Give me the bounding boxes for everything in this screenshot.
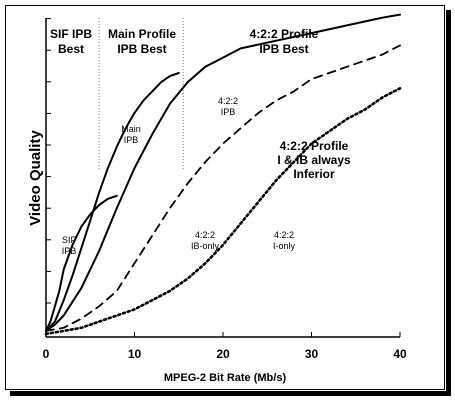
annotation-line-1: 4:2:2 Profile xyxy=(280,139,349,153)
annotation-line-3: Inferior xyxy=(293,167,335,181)
x-tick-label-10: 10 xyxy=(128,347,142,361)
curve-label-4-line-1: 4:2:2 xyxy=(195,230,215,240)
curve-label-2-line-1: Main xyxy=(121,124,141,134)
region-label-3-line-2: IPB Best xyxy=(259,42,308,56)
series-line-4-2-2-i-only xyxy=(44,87,402,336)
annotation-line-2: I & IB always xyxy=(277,153,351,167)
series-line-sif-ipb xyxy=(45,194,118,332)
curve-label-4-line-2: IB-only xyxy=(191,241,220,251)
series-line-4-2-2-ib-only xyxy=(45,44,401,332)
x-tick-label-30: 30 xyxy=(305,347,319,361)
region-label-1-line-2: Best xyxy=(58,42,84,56)
region-label-1-line-1: SIF IPB xyxy=(50,27,92,41)
curve-label-2-line-2: IPB xyxy=(124,135,139,145)
curve-label-3-line-2: IPB xyxy=(221,107,236,117)
chart-frame xyxy=(5,5,445,390)
x-axis-title: MPEG-2 Bit Rate (Mb/s) xyxy=(164,372,287,384)
curve-label-1-line-1: SIF xyxy=(62,235,77,245)
x-tick-label-20: 20 xyxy=(216,347,230,361)
y-axis-title: Video Quality xyxy=(27,130,44,226)
x-tick-label-0: 0 xyxy=(43,347,50,361)
curve-label-3-line-1: 4:2:2 xyxy=(218,96,238,106)
region-label-2-line-1: Main Profile xyxy=(108,27,176,41)
series-line-4-2-2-ipb xyxy=(45,13,401,332)
series-line-main-ipb xyxy=(45,72,180,332)
frame-shadow-right xyxy=(446,10,451,394)
frame-shadow-bottom xyxy=(10,391,451,396)
x-tick-label-40: 40 xyxy=(393,347,407,361)
region-label-2-line-2: IPB Best xyxy=(117,42,166,56)
curve-label-5-line-2: I-only xyxy=(273,241,296,251)
curve-label-5-line-1: 4:2:2 xyxy=(274,230,294,240)
region-label-3-line-1: 4:2:2 Profile xyxy=(250,27,319,41)
curve-label-1-line-2: IPB xyxy=(62,246,77,256)
